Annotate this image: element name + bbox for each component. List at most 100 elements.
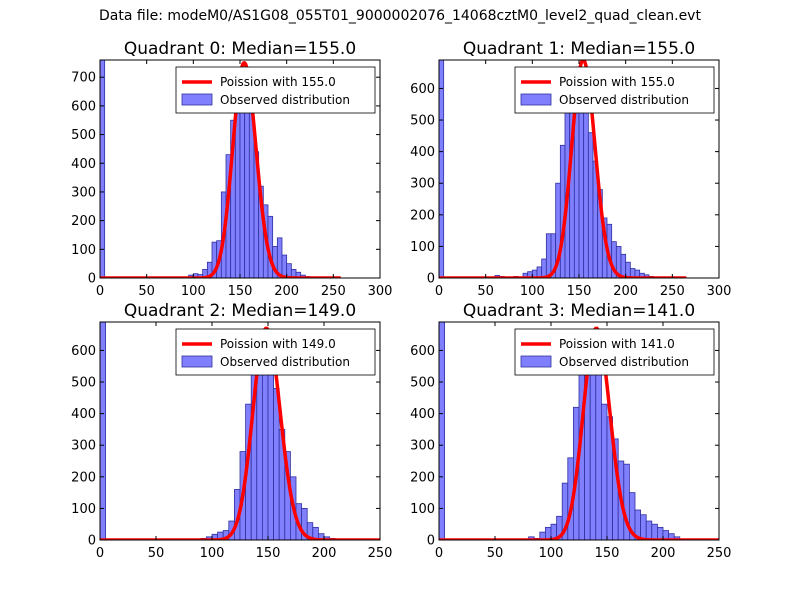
- y-tick-label: 600: [410, 82, 435, 97]
- x-tick-label: 200: [274, 284, 299, 299]
- y-tick-label: 600: [410, 344, 435, 359]
- x-tick-label: 50: [148, 546, 165, 561]
- histogram-bar: [601, 403, 608, 540]
- x-tick-label: 0: [96, 546, 104, 561]
- y-tick-label: 500: [410, 376, 435, 391]
- x-tick-label: 0: [435, 546, 443, 561]
- histogram-bar: [640, 514, 647, 540]
- legend-label: Poission with 155.0: [220, 75, 336, 89]
- y-tick-label: 400: [71, 157, 96, 172]
- legend-label: Observed distribution: [559, 93, 689, 107]
- y-tick-label: 300: [71, 185, 96, 200]
- x-tick-label: 150: [228, 284, 253, 299]
- poisson-curve: [439, 60, 688, 278]
- y-tick-label: 0: [427, 272, 435, 287]
- histogram-bar: [281, 254, 288, 278]
- x-tick-label: 100: [200, 546, 225, 561]
- y-tick-label: 400: [71, 407, 96, 422]
- x-tick-label: 200: [312, 546, 337, 561]
- y-tick-label: 400: [410, 145, 435, 160]
- histogram-bar: [620, 253, 627, 278]
- histogram-bar: [545, 233, 552, 278]
- x-tick-label: 100: [520, 284, 545, 299]
- subplot-title: Quadrant 3: Median=141.0: [463, 301, 695, 321]
- y-tick-label: 600: [71, 344, 96, 359]
- x-tick-label: 150: [256, 546, 281, 561]
- plot-area-1: [439, 60, 688, 278]
- histogram-bar: [100, 322, 106, 540]
- legend-bar-swatch: [520, 355, 552, 368]
- x-tick-label: 50: [487, 546, 504, 561]
- y-tick-label: 0: [427, 534, 435, 549]
- histogram-bar: [657, 526, 664, 540]
- legend-label: Observed distribution: [220, 93, 350, 107]
- x-tick-label: 0: [96, 284, 104, 299]
- subplot-2: 0 50 100 150 200 250 0 100 200 300 400 500 600 Quadra…: [71, 301, 392, 561]
- x-tick-label: 150: [567, 284, 592, 299]
- x-tick-label: 100: [539, 546, 564, 561]
- histogram-bar: [583, 111, 589, 278]
- histogram-bar: [267, 353, 274, 540]
- y-tick-label: 500: [71, 128, 96, 143]
- histogram-bar: [651, 523, 658, 540]
- histogram-bar: [578, 84, 585, 278]
- y-tick-label: 100: [71, 502, 96, 517]
- x-tick-label: 250: [368, 546, 393, 561]
- poisson-curve: [439, 326, 719, 540]
- subplot-1: 0 50 100 150 200 250 300 0 100 200 300 400 500 600 Qua…: [410, 39, 731, 299]
- legend-label: Observed distribution: [220, 355, 350, 369]
- axes-frame: [99, 321, 381, 541]
- y-tick-label: 200: [410, 208, 435, 223]
- x-tick-label: 50: [477, 284, 494, 299]
- x-tick-label: 250: [321, 284, 346, 299]
- y-tick-label: 500: [410, 114, 435, 129]
- y-tick-label: 200: [71, 470, 96, 485]
- x-tick-label: 0: [435, 284, 443, 299]
- x-tick-label: 300: [368, 284, 393, 299]
- subplot-3: 0 50 100 150 200 250 0 100 200 300 400 500 600 Quadra…: [410, 301, 731, 561]
- histogram-bar: [100, 60, 106, 278]
- figure-suptitle: Data file: modeM0/AS1G08_055T01_90000020…: [99, 8, 701, 24]
- x-tick-label: 150: [595, 546, 620, 561]
- histogram-bar: [587, 132, 594, 278]
- histogram-bar: [645, 520, 653, 540]
- histogram-bar: [273, 387, 280, 540]
- histogram-bar: [439, 60, 445, 278]
- y-tick-label: 200: [71, 214, 96, 229]
- histogram-bar: [541, 258, 547, 278]
- y-tick-label: 300: [410, 439, 435, 454]
- histogram-bar: [439, 322, 445, 540]
- legend-bar-swatch: [520, 93, 552, 106]
- x-tick-label: 250: [660, 284, 685, 299]
- y-tick-label: 300: [410, 177, 435, 192]
- y-tick-label: 100: [410, 502, 435, 517]
- y-tick-label: 300: [71, 439, 96, 454]
- legend-bar-swatch: [181, 355, 213, 368]
- histogram-bar: [625, 261, 631, 278]
- legend-bar-swatch: [181, 93, 213, 106]
- y-tick-label: 100: [410, 240, 435, 255]
- y-tick-label: 0: [88, 272, 96, 287]
- x-tick-label: 100: [181, 284, 206, 299]
- x-tick-label: 200: [651, 546, 676, 561]
- plot-area-2: [100, 322, 380, 540]
- y-tick-label: 200: [410, 470, 435, 485]
- y-tick-label: 500: [71, 376, 96, 391]
- x-tick-label: 250: [707, 546, 732, 561]
- axes-frame: [438, 321, 720, 541]
- y-tick-label: 600: [71, 99, 96, 114]
- x-tick-label: 200: [613, 284, 638, 299]
- subplot-0: 0 50 100 150 200 250 300 0 100 200 300 400 500 600 700…: [71, 39, 392, 299]
- legend-label: Poission with 141.0: [559, 337, 675, 351]
- x-tick-label: 300: [707, 284, 732, 299]
- subplot-title: Quadrant 0: Median=155.0: [124, 39, 356, 59]
- legend-label: Poission with 155.0: [559, 75, 675, 89]
- y-tick-label: 100: [71, 243, 96, 258]
- histogram-bar: [595, 372, 602, 540]
- y-tick-label: 400: [410, 407, 435, 422]
- x-tick-label: 50: [138, 284, 155, 299]
- y-tick-label: 700: [71, 71, 96, 86]
- legend-label: Poission with 149.0: [220, 337, 336, 351]
- y-tick-label: 0: [88, 534, 96, 549]
